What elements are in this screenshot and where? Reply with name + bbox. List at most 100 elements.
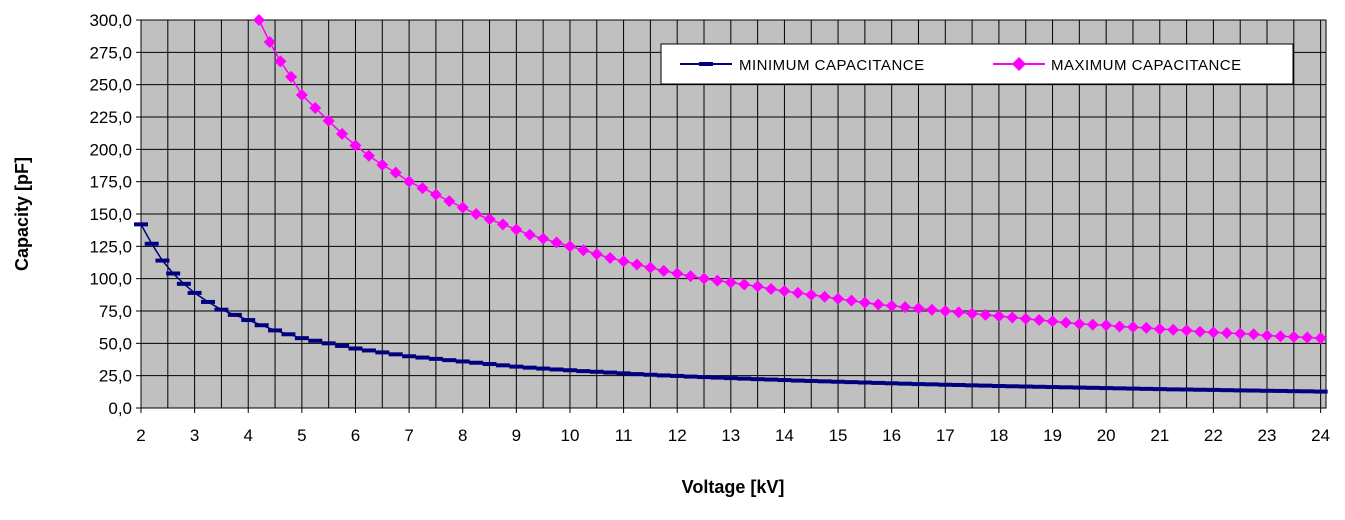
data-point <box>1005 384 1020 389</box>
data-point <box>1273 388 1288 393</box>
legend: MINIMUM CAPACITANCE MAXIMUM CAPACITANCE <box>660 43 1294 85</box>
data-point <box>1179 387 1194 392</box>
data-point <box>790 378 805 383</box>
data-point <box>362 149 375 162</box>
data-point <box>805 288 818 301</box>
y-tick-label: 300,0 <box>89 11 132 30</box>
data-point <box>1085 385 1100 390</box>
x-tick-label: 8 <box>458 426 467 445</box>
x-tick-label: 7 <box>404 426 413 445</box>
data-point <box>831 379 846 384</box>
data-point <box>629 372 644 377</box>
data-point <box>844 380 859 385</box>
data-point <box>832 292 845 305</box>
x-tick-label: 21 <box>1150 426 1169 445</box>
data-point <box>510 223 523 236</box>
data-point <box>376 158 389 171</box>
data-point <box>1140 321 1153 334</box>
data-point <box>1126 321 1139 334</box>
data-point <box>1166 387 1181 392</box>
data-point <box>657 264 670 277</box>
data-point <box>309 101 322 114</box>
data-point <box>965 383 980 388</box>
data-point <box>951 382 966 387</box>
data-point <box>670 373 685 378</box>
data-point <box>966 307 979 320</box>
y-tick-label: 75,0 <box>99 302 132 321</box>
x-axis-title: Voltage [kV] <box>682 477 785 497</box>
y-tick-label: 200,0 <box>89 140 132 159</box>
x-tick-label: 11 <box>615 426 633 445</box>
y-tick-label: 50,0 <box>99 334 132 353</box>
data-point <box>710 375 725 380</box>
y-tick-label: 150,0 <box>89 205 132 224</box>
x-tick-label: 4 <box>244 426 253 445</box>
y-tick-label: 275,0 <box>89 43 132 62</box>
data-point <box>428 356 443 361</box>
data-point <box>281 332 296 337</box>
data-point <box>187 290 202 295</box>
x-tick-label: 6 <box>351 426 360 445</box>
data-point <box>643 372 658 377</box>
data-point <box>858 296 871 309</box>
data-point <box>470 208 483 220</box>
data-point <box>656 373 671 378</box>
data-point <box>1032 384 1047 389</box>
data-point <box>750 377 765 382</box>
data-point <box>1125 386 1140 391</box>
data-point <box>1046 315 1059 328</box>
data-point <box>683 374 698 379</box>
data-point <box>1033 314 1046 327</box>
data-point <box>1139 386 1154 391</box>
data-point <box>295 89 308 102</box>
data-point <box>857 380 872 385</box>
data-point <box>1260 388 1275 393</box>
data-point <box>1286 389 1301 394</box>
data-point <box>804 378 819 383</box>
data-point <box>872 298 885 311</box>
data-point <box>241 318 256 323</box>
data-point <box>1086 318 1099 331</box>
data-point <box>617 255 630 268</box>
data-point <box>1059 316 1072 329</box>
data-point <box>1100 319 1113 332</box>
data-series <box>134 14 1328 394</box>
data-point <box>443 195 456 208</box>
data-point <box>603 370 618 375</box>
legend-max-label: MAXIMUM CAPACITANCE <box>1051 57 1242 74</box>
data-point <box>952 306 965 319</box>
x-tick-label: 22 <box>1204 426 1223 445</box>
data-point <box>764 377 779 382</box>
data-point <box>252 14 265 26</box>
data-point <box>1153 323 1166 336</box>
data-point <box>817 379 832 384</box>
x-tick-label: 24 <box>1311 426 1330 445</box>
data-point <box>884 381 899 386</box>
data-point <box>737 376 752 381</box>
data-point <box>912 302 925 315</box>
data-point <box>939 305 952 317</box>
x-tick-label: 15 <box>829 426 848 445</box>
data-point <box>322 114 335 127</box>
data-point <box>885 299 898 312</box>
data-point <box>992 310 1005 323</box>
data-point <box>274 55 287 68</box>
data-point <box>429 188 442 201</box>
series-maximum-capacitance <box>252 14 1327 345</box>
data-point <box>227 312 242 317</box>
data-point <box>765 283 778 296</box>
data-point <box>1261 329 1274 342</box>
data-point <box>268 328 283 333</box>
data-point <box>1192 387 1207 392</box>
data-point <box>388 352 403 357</box>
data-point <box>590 248 603 261</box>
data-point <box>1180 324 1193 337</box>
data-point <box>723 376 738 381</box>
data-point <box>415 355 430 360</box>
data-point <box>263 35 276 48</box>
data-point <box>698 272 711 285</box>
data-point <box>630 258 643 271</box>
x-tick-label: 10 <box>560 426 579 445</box>
data-point <box>1207 326 1220 339</box>
data-point <box>1019 312 1032 325</box>
